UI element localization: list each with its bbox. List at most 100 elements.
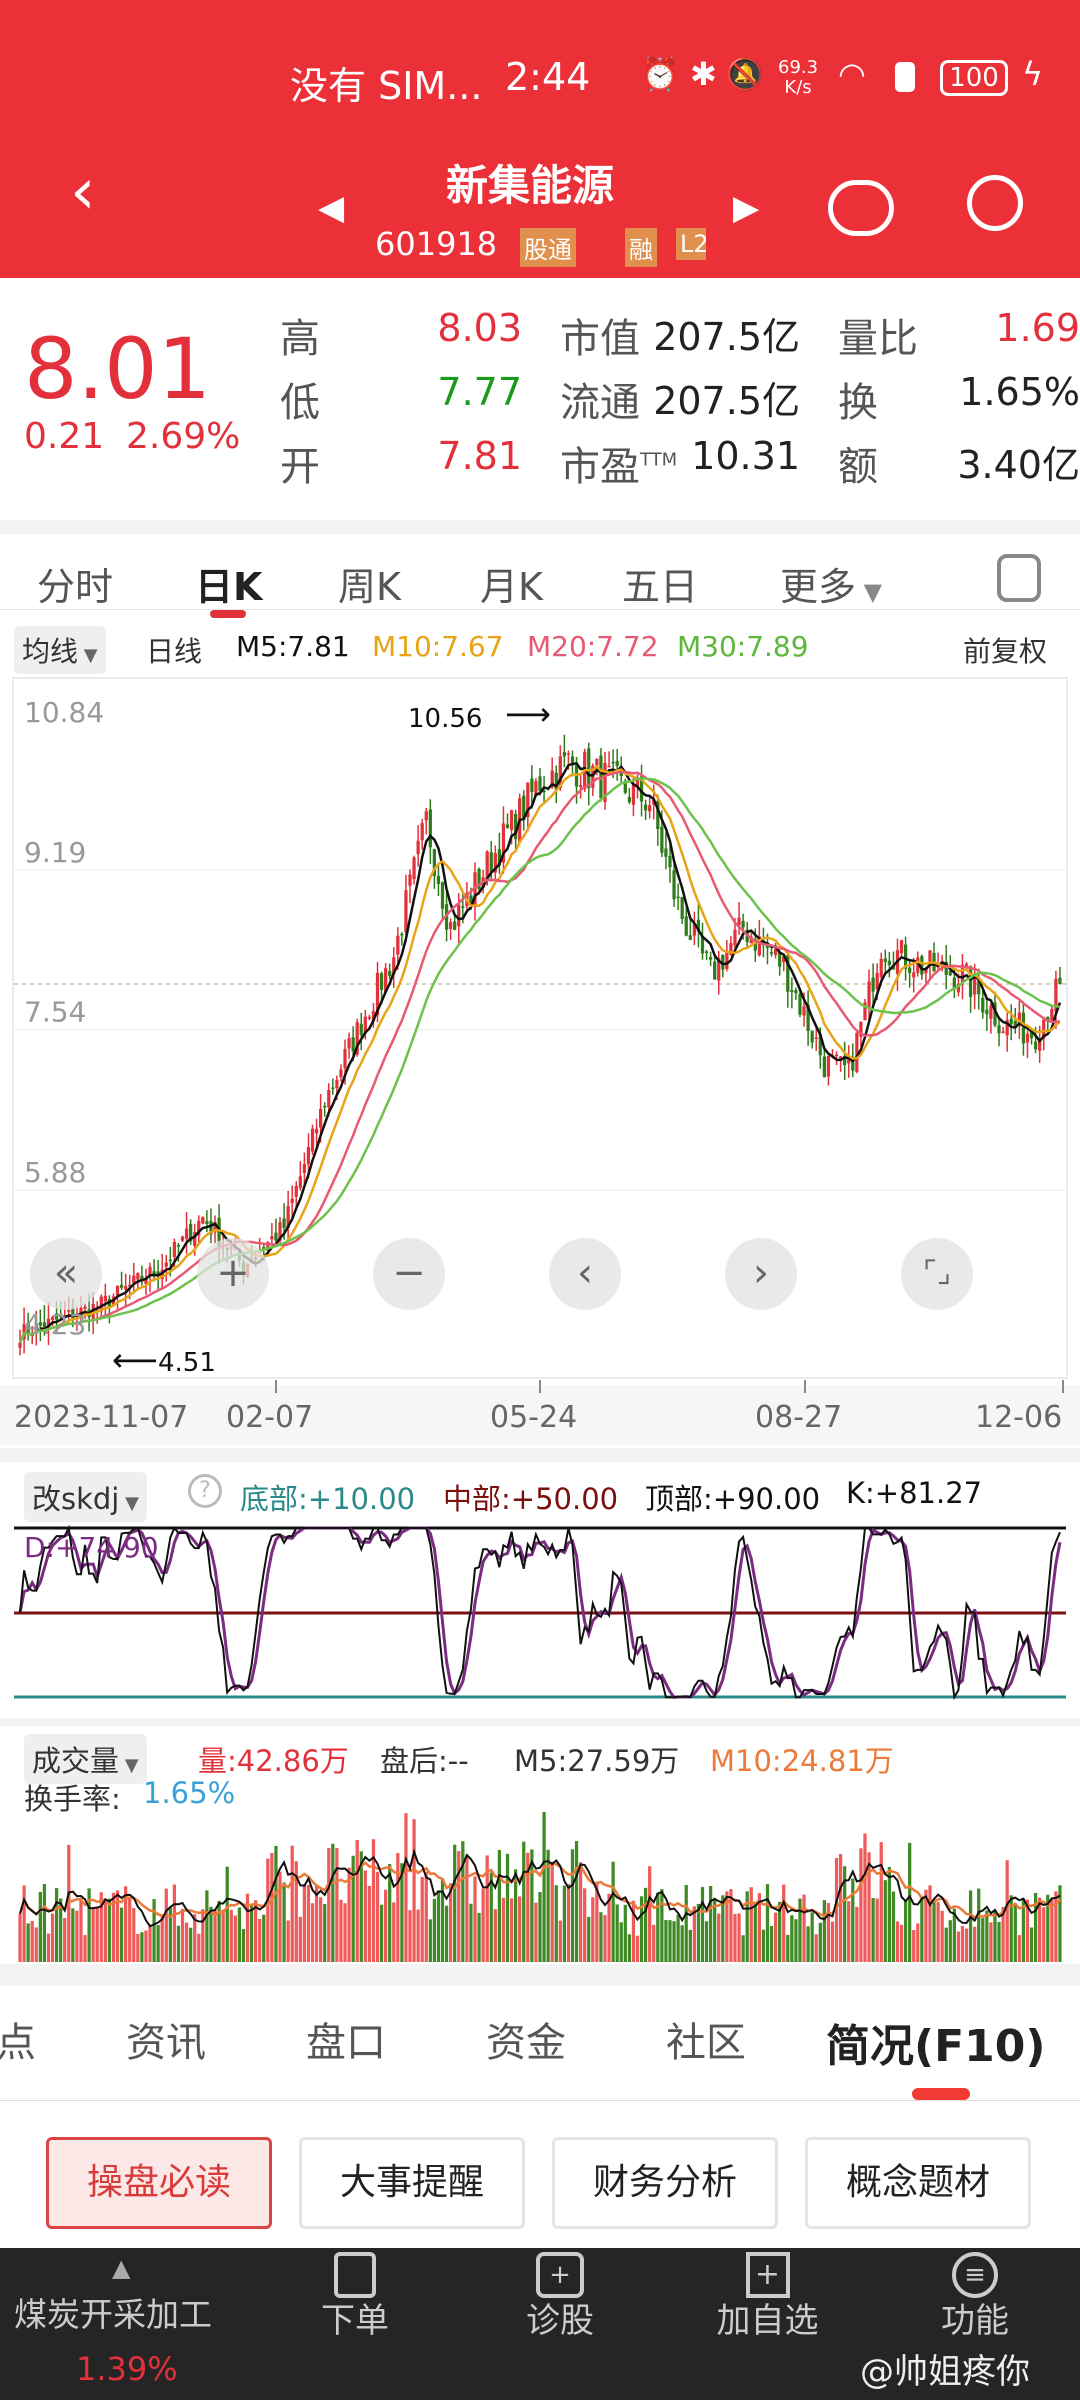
volume-bar bbox=[392, 1902, 396, 1962]
candle bbox=[266, 1241, 270, 1251]
volume-bar bbox=[936, 1902, 940, 1962]
zoom-out-icon[interactable]: − bbox=[373, 1238, 445, 1310]
adjust-mode[interactable]: 前复权 bbox=[963, 635, 1048, 668]
search-icon[interactable] bbox=[967, 175, 1023, 231]
max-price-label: 10.56 bbox=[408, 704, 482, 734]
tab-community[interactable]: 社区 bbox=[666, 2020, 746, 2066]
candle bbox=[924, 968, 928, 974]
button-trading-guide[interactable]: 操盘必读 bbox=[46, 2137, 272, 2229]
button-financials[interactable]: 财务分析 bbox=[552, 2137, 778, 2229]
candle bbox=[558, 756, 562, 789]
volume-bar bbox=[38, 1891, 42, 1962]
tab-news[interactable]: 资讯 bbox=[126, 2020, 206, 2066]
volume-bar bbox=[91, 1908, 95, 1962]
candle bbox=[757, 936, 761, 956]
candle bbox=[408, 874, 412, 886]
back-icon[interactable]: ‹ bbox=[70, 155, 96, 229]
button-concepts[interactable]: 概念题材 bbox=[805, 2137, 1031, 2229]
candle bbox=[314, 1128, 319, 1134]
volume-bar bbox=[786, 1934, 790, 1962]
candle bbox=[635, 778, 640, 787]
candle bbox=[631, 783, 636, 805]
stock-name: 新集能源 bbox=[446, 161, 615, 210]
volume-bar bbox=[810, 1912, 814, 1962]
zoom-in-icon[interactable]: + bbox=[197, 1238, 269, 1310]
volume-bar bbox=[558, 1920, 562, 1962]
kdj-selector-label: 改skdj bbox=[32, 1482, 120, 1516]
volume-bar bbox=[518, 1896, 522, 1962]
help-icon[interactable]: ? bbox=[188, 1474, 222, 1508]
candle bbox=[749, 936, 753, 944]
fullscreen-icon[interactable]: ⌜⌟ bbox=[901, 1238, 973, 1310]
volume-bar bbox=[233, 1915, 237, 1962]
volume-bar bbox=[908, 1842, 912, 1962]
volume-bar bbox=[688, 1929, 692, 1962]
candle bbox=[152, 1271, 156, 1275]
candle bbox=[944, 961, 948, 976]
tab-intraday[interactable]: 分时 bbox=[37, 565, 114, 609]
kdj-selector[interactable]: 改skdj ▼ bbox=[24, 1472, 147, 1522]
tab-daily-k[interactable]: 日K bbox=[195, 565, 263, 609]
candle bbox=[968, 966, 973, 997]
scroll-left-icon[interactable]: ‹ bbox=[549, 1238, 621, 1310]
volume-bar bbox=[790, 1915, 794, 1962]
candle bbox=[1021, 1012, 1026, 1044]
sector-change: 1.39% bbox=[76, 2350, 178, 2388]
candle bbox=[1046, 1016, 1050, 1022]
candle bbox=[432, 849, 437, 876]
candle bbox=[538, 776, 542, 791]
volume-bar bbox=[822, 1900, 826, 1962]
tab-more[interactable]: 更多 ▼ bbox=[780, 556, 882, 611]
prev-stock-icon[interactable]: ◀ bbox=[318, 188, 345, 228]
candle bbox=[704, 951, 709, 953]
volume-bar bbox=[359, 1851, 363, 1962]
tab-order-book[interactable]: 盘口 bbox=[306, 2020, 386, 2066]
tab-f10[interactable]: 简况(F10) bbox=[826, 2021, 1046, 2072]
nav-add-watchlist[interactable]: + 加自选 bbox=[700, 2252, 835, 2340]
tab-capital[interactable]: 资金 bbox=[486, 2020, 566, 2066]
kdj-chart[interactable]: D:+74.90 bbox=[0, 1515, 1080, 1715]
candle bbox=[879, 958, 883, 978]
volume-bar bbox=[306, 1884, 311, 1962]
candle bbox=[977, 979, 981, 995]
tab-monthly-k[interactable]: 月K bbox=[480, 565, 543, 609]
candle bbox=[599, 755, 603, 798]
candle bbox=[493, 853, 497, 873]
candle bbox=[449, 922, 453, 929]
nav-diagnose[interactable]: + 诊股 bbox=[505, 2252, 615, 2340]
volume-bar bbox=[1029, 1927, 1034, 1962]
x-tick-label: 2023-11-07 bbox=[14, 1400, 188, 1435]
nav-order[interactable]: 下单 bbox=[300, 2252, 410, 2340]
value-2-c: 3.40亿 bbox=[957, 443, 1080, 487]
sector-name[interactable]: 煤炭开采加工 bbox=[14, 2295, 212, 2334]
tab-weekly-k[interactable]: 周K bbox=[338, 565, 401, 609]
next-stock-icon[interactable]: ▶ bbox=[733, 188, 760, 228]
volume-bar bbox=[554, 1885, 558, 1962]
tab-five-day[interactable]: 五日 bbox=[622, 565, 699, 609]
volume-bar bbox=[587, 1916, 591, 1962]
volume-bar bbox=[514, 1869, 518, 1962]
volume-bar bbox=[87, 1888, 91, 1962]
bottom-nav: ▲ 煤炭开采加工 1.39% 下单 + 诊股 + 加自选 ≡ 功能 @帅姐疼你 bbox=[0, 2248, 1080, 2400]
volume-bar bbox=[704, 1921, 709, 1962]
ma10-value: M10:7.67 bbox=[372, 630, 504, 663]
volume-selector[interactable]: 成交量 ▼ bbox=[24, 1734, 147, 1784]
volume-bar bbox=[63, 1917, 67, 1962]
volume-chart[interactable] bbox=[0, 1766, 1080, 1964]
candle bbox=[928, 950, 932, 964]
volume-bar bbox=[197, 1933, 201, 1962]
kline-chart[interactable]: 10.84 9.19 7.54 5.88 4.23 10.56 ⟶ ⟵ 4.51 202… bbox=[0, 675, 1080, 1445]
nav-functions[interactable]: ≡ 功能 bbox=[920, 2252, 1030, 2340]
button-events[interactable]: 大事提醒 bbox=[299, 2137, 525, 2229]
volume-bar bbox=[619, 1922, 623, 1962]
candle bbox=[692, 923, 696, 936]
volume-bar bbox=[176, 1925, 181, 1962]
robot-icon[interactable] bbox=[828, 180, 894, 236]
tab-points[interactable]: 点 bbox=[0, 2020, 36, 2066]
rewind-icon[interactable]: « bbox=[30, 1238, 102, 1310]
settings-icon[interactable] bbox=[997, 554, 1041, 602]
expand-up-icon[interactable]: ▲ bbox=[112, 2254, 131, 2282]
volume-bar bbox=[599, 1912, 603, 1962]
ma-selector[interactable]: 均线 ▼ bbox=[14, 626, 106, 674]
scroll-right-icon[interactable]: › bbox=[725, 1238, 797, 1310]
